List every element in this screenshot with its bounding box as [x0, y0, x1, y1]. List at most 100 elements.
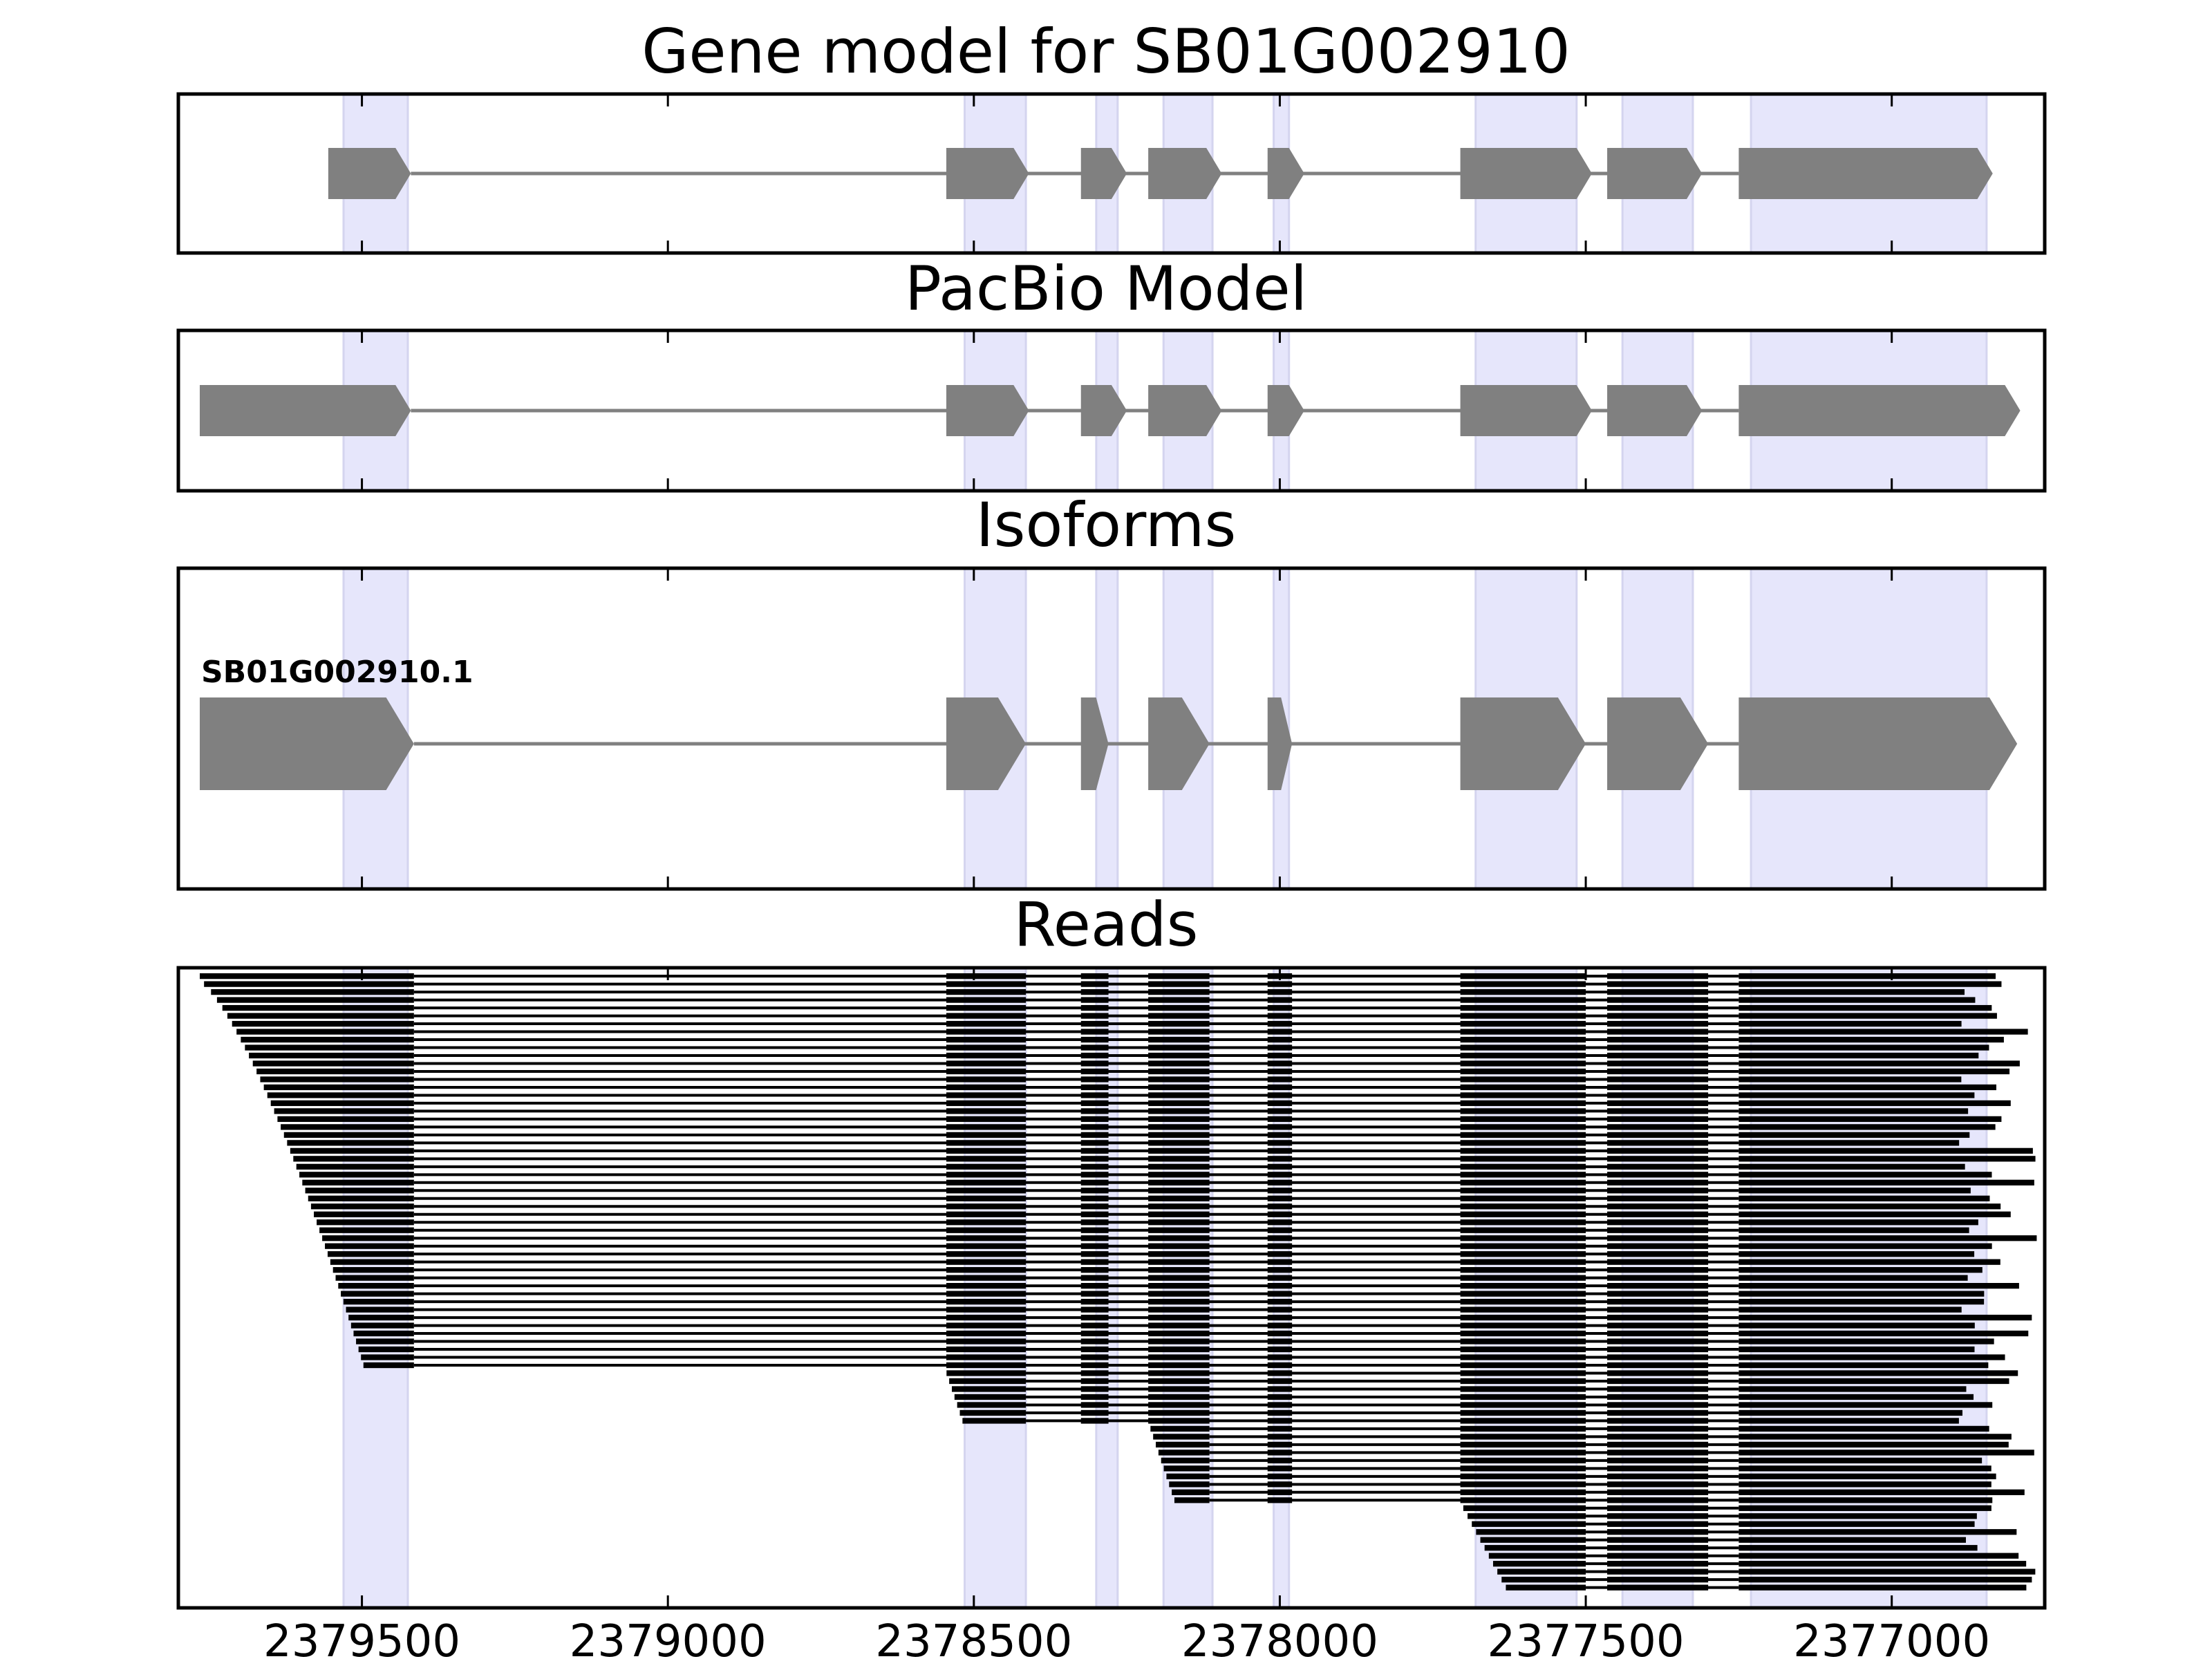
read-block	[1267, 1076, 1293, 1082]
read-block	[350, 1322, 414, 1329]
read-block	[1460, 1434, 1586, 1440]
read-block	[1148, 1283, 1210, 1289]
read-block	[1080, 1013, 1109, 1019]
read-block	[1607, 1354, 1709, 1360]
read-block	[946, 1322, 1027, 1329]
exon-block	[1738, 148, 1993, 199]
read-block	[1607, 1219, 1709, 1226]
read	[236, 1029, 2028, 1035]
read-block	[946, 1004, 1027, 1011]
read-block	[1738, 1402, 1993, 1408]
exon-block	[328, 148, 411, 199]
read-block	[1080, 1179, 1109, 1185]
read	[232, 1020, 1962, 1027]
read-block	[1460, 1386, 1586, 1392]
exon-block	[1607, 697, 1709, 790]
panel-gene-model: Gene model for SB01G002910	[176, 16, 2047, 255]
read-block	[946, 1172, 1027, 1178]
read-block	[1148, 1020, 1210, 1027]
axes-border	[176, 966, 2047, 1610]
read	[302, 1179, 2034, 1185]
read-block	[1607, 1140, 1709, 1146]
read-block	[1080, 1402, 1109, 1408]
read	[204, 981, 2002, 987]
read-block	[290, 1147, 414, 1154]
read-block	[946, 1275, 1027, 1281]
read-block	[1607, 1553, 1709, 1559]
read	[1150, 1425, 1989, 1432]
read-block	[946, 1163, 1027, 1170]
read-block	[343, 1298, 414, 1305]
read-block	[1607, 1402, 1709, 1408]
read	[1492, 1561, 2027, 1567]
read	[1488, 1553, 2019, 1559]
exon-block	[1148, 697, 1210, 790]
read-block	[305, 1188, 414, 1194]
read-block	[1080, 1283, 1109, 1289]
read-block	[1738, 1147, 2033, 1154]
read	[222, 1004, 1992, 1011]
read-block	[1607, 1132, 1709, 1138]
read-block	[1460, 1211, 1586, 1217]
read-block	[1607, 1450, 1709, 1456]
read-block	[1460, 1314, 1586, 1321]
read-block	[1607, 1473, 1709, 1479]
read-block	[1267, 1298, 1293, 1305]
read-block	[1738, 1052, 1979, 1059]
read	[252, 1060, 2020, 1067]
read-block	[1267, 981, 1293, 987]
read-block	[1460, 1465, 1586, 1472]
read-block	[1148, 1132, 1210, 1138]
read-block	[1080, 973, 1109, 980]
read-block	[296, 1163, 414, 1170]
read-block	[1460, 1092, 1586, 1098]
read-block	[1607, 1568, 1709, 1575]
read-block	[1607, 1036, 1709, 1043]
read-block	[1080, 1068, 1109, 1075]
read-block	[951, 1386, 1027, 1392]
read-block	[1267, 1259, 1293, 1265]
read-block	[1607, 1505, 1709, 1511]
read-block	[1460, 1409, 1586, 1416]
read-block	[1267, 1004, 1293, 1011]
read-block	[1738, 1163, 1965, 1170]
read-block	[1607, 1465, 1709, 1472]
read-block	[1738, 1275, 1968, 1281]
read-block	[1267, 1044, 1293, 1051]
read-block	[1607, 1211, 1709, 1217]
read-block	[1080, 1267, 1109, 1273]
read-block	[1267, 1354, 1293, 1360]
read-block	[1738, 1513, 1977, 1519]
read-block	[946, 1156, 1027, 1162]
read-block	[1607, 1521, 1709, 1527]
exon-block	[1607, 148, 1703, 199]
read-block	[1148, 1298, 1210, 1305]
read	[293, 1156, 2036, 1162]
read-block	[1148, 1108, 1210, 1114]
read-block	[1148, 1346, 1210, 1353]
read-block	[1738, 1068, 2010, 1075]
read-block	[959, 1409, 1027, 1416]
read-block	[1080, 1163, 1109, 1170]
read	[270, 1100, 2011, 1107]
read-block	[1148, 1084, 1210, 1091]
read-block	[1607, 1425, 1709, 1432]
read-block	[1080, 1108, 1109, 1114]
read	[1497, 1568, 2036, 1575]
read-block	[1148, 1394, 1210, 1400]
read-block	[1460, 1298, 1586, 1305]
read-block	[1148, 973, 1210, 980]
read-block	[946, 1370, 1027, 1376]
read-block	[1267, 1147, 1293, 1154]
read-block	[1148, 1354, 1210, 1360]
read-block	[267, 1092, 414, 1098]
read-block	[1267, 1084, 1293, 1091]
axes-border	[176, 566, 2047, 891]
read-block	[1607, 1489, 1709, 1495]
read-block	[1267, 1124, 1293, 1130]
read	[283, 1132, 1970, 1138]
read-block	[1738, 1378, 2009, 1385]
read-block	[1267, 1203, 1293, 1210]
read-block	[1738, 1020, 1962, 1027]
read-block	[1267, 1108, 1293, 1114]
